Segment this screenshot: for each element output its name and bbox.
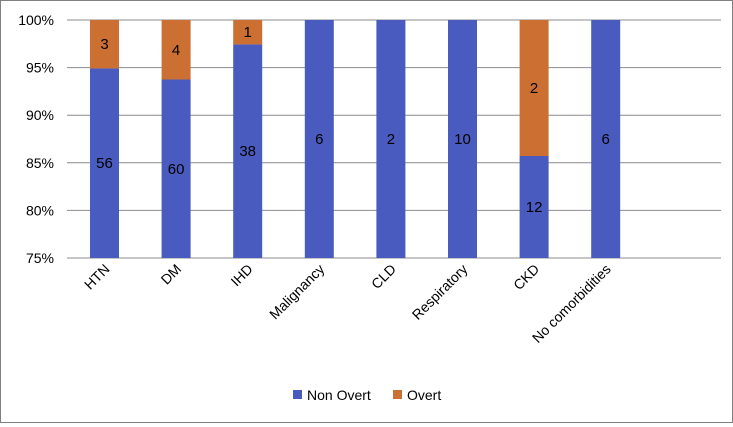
- legend-label: Non Overt: [307, 387, 371, 403]
- data-label-non-overt: 6: [315, 131, 323, 148]
- bar-non-overt: [304, 20, 334, 258]
- bar-non-overt: [233, 44, 263, 259]
- category-label: IHD: [227, 261, 255, 289]
- bar-non-overt: [161, 79, 191, 258]
- data-label-overt: 3: [100, 36, 108, 53]
- data-label-non-overt: 12: [526, 199, 543, 216]
- y-tick-label: 100%: [18, 12, 54, 28]
- category-label: CLD: [368, 261, 399, 292]
- data-labels: 3 56 4 60 1 38 6 2 10 2 12 6: [96, 24, 610, 216]
- y-axis-ticks: 75% 80% 85% 90% 95% 100%: [18, 12, 54, 266]
- bar-overt: [519, 20, 549, 156]
- bar-non-overt: [90, 68, 119, 259]
- legend-swatch: [293, 390, 302, 399]
- y-tick-label: 85%: [26, 155, 54, 171]
- bar-non-overt: [376, 20, 406, 258]
- data-label-non-overt: 6: [602, 131, 610, 148]
- y-tick-label: 95%: [26, 60, 54, 76]
- data-label-non-overt: 60: [168, 161, 185, 178]
- data-label-overt: 2: [530, 80, 538, 97]
- legend-swatch: [393, 390, 402, 399]
- data-label-overt: 1: [244, 24, 252, 41]
- data-label-non-overt: 38: [239, 143, 256, 160]
- y-tick-label: 90%: [26, 107, 54, 123]
- bar-non-overt: [448, 20, 477, 258]
- y-tick-label: 75%: [26, 250, 54, 266]
- legend-label: Overt: [407, 387, 441, 403]
- data-label-non-overt: 2: [387, 131, 395, 148]
- data-label-non-overt: 10: [454, 131, 471, 148]
- data-label-non-overt: 56: [96, 155, 113, 172]
- category-label: Malignancy: [266, 261, 327, 322]
- category-label: No comorbidities: [529, 261, 614, 346]
- bar-non-overt: [591, 20, 621, 258]
- category-label: DM: [158, 261, 185, 288]
- data-label-overt: 4: [172, 42, 180, 59]
- bars: [90, 20, 621, 259]
- y-tick-label: 80%: [26, 202, 54, 218]
- bar-overt: [233, 20, 263, 45]
- bar-overt: [161, 20, 191, 80]
- category-label: CKD: [510, 261, 542, 293]
- category-label: HTN: [81, 261, 113, 293]
- category-label: Respiratory: [409, 261, 471, 323]
- legend: Non Overt Overt: [293, 387, 441, 403]
- bar-overt: [90, 20, 119, 69]
- bar-non-overt: [519, 156, 549, 258]
